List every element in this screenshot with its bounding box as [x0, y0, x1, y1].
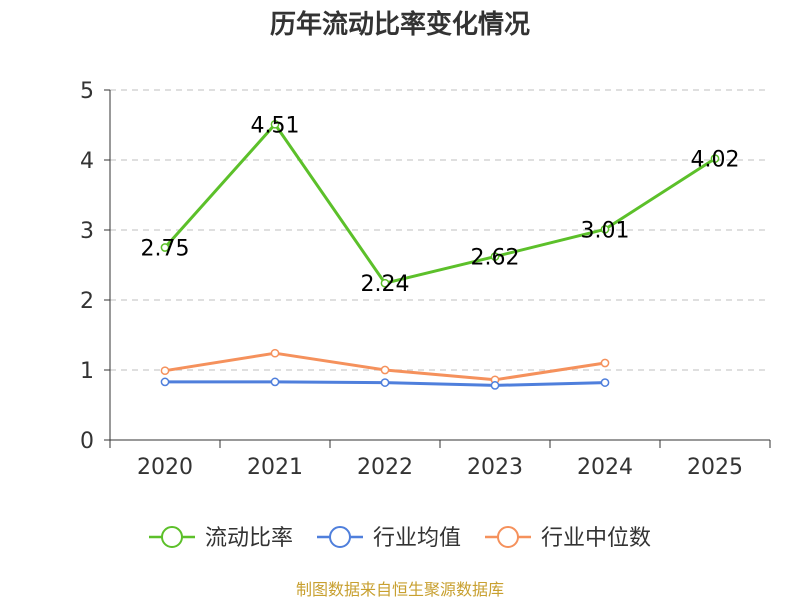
- legend-label: 行业中位数: [541, 526, 651, 551]
- legend[interactable]: 流动比率 行业均值 行业中位数: [149, 526, 651, 551]
- axes: 0 1 2 3 4 5 2020 2021 2022 2023 2024 2025: [80, 79, 771, 480]
- source-note: 制图数据来自恒生聚源数据库: [296, 580, 504, 599]
- y-tick-label: 1: [80, 359, 94, 384]
- x-tick-label-2021: 2021: [247, 455, 303, 480]
- data-point[interactable]: [380, 365, 390, 375]
- data-point[interactable]: [270, 377, 280, 387]
- data-point[interactable]: [710, 154, 720, 163]
- chart-title: 历年流动比率变化情况: [270, 9, 530, 40]
- data-label: 2.24: [361, 272, 410, 297]
- data-point[interactable]: [380, 278, 390, 288]
- y-tick-label: 2: [80, 289, 94, 314]
- data-label: 2.62: [471, 246, 520, 271]
- data-label: 3.01: [581, 218, 630, 243]
- data-point[interactable]: [270, 119, 280, 129]
- data-point[interactable]: [490, 381, 500, 390]
- x-tick-label-2020: 2020: [137, 455, 193, 480]
- series-0: [160, 119, 720, 288]
- grid-lines: [110, 89, 770, 371]
- legend-circle-icon: [161, 526, 183, 548]
- data-point[interactable]: [160, 377, 170, 387]
- data-point[interactable]: [490, 252, 500, 261]
- y-tick-label: 4: [80, 149, 94, 174]
- data-point[interactable]: [600, 378, 610, 387]
- y-tick-label: 3: [80, 219, 94, 244]
- series-line-0: [163, 122, 716, 285]
- x-tick-label-2024: 2024: [577, 455, 633, 480]
- legend-item-1[interactable]: 行业均值: [317, 526, 461, 551]
- y-tick-label: 0: [80, 429, 94, 454]
- legend-item-2[interactable]: 行业中位数: [485, 526, 651, 551]
- data-label: 4.02: [691, 148, 740, 173]
- data-point[interactable]: [380, 378, 390, 387]
- series-lines: [160, 119, 720, 390]
- data-label: 2.75: [141, 237, 190, 262]
- legend-label: 流动比率: [205, 526, 293, 551]
- data-point[interactable]: [160, 366, 170, 376]
- data-point[interactable]: [600, 224, 610, 234]
- data-point[interactable]: [600, 358, 610, 368]
- legend-item-0[interactable]: 流动比率: [149, 526, 293, 551]
- x-tick-label-2023: 2023: [467, 455, 523, 480]
- x-tick-label-2022: 2022: [357, 455, 413, 480]
- data-labels: 2.75 4.51 2.24 2.62 3.01 4.02: [141, 113, 740, 297]
- legend-circle-icon: [329, 526, 351, 548]
- x-tick-label-2025: 2025: [687, 455, 743, 480]
- series-1: [160, 377, 610, 390]
- series-2: [160, 348, 610, 385]
- data-label: 4.51: [251, 113, 300, 138]
- data-point[interactable]: [160, 243, 170, 252]
- legend-circle-icon: [497, 526, 519, 548]
- y-tick-label: 5: [80, 79, 94, 104]
- legend-label: 行业均值: [373, 526, 461, 551]
- data-point[interactable]: [270, 348, 280, 358]
